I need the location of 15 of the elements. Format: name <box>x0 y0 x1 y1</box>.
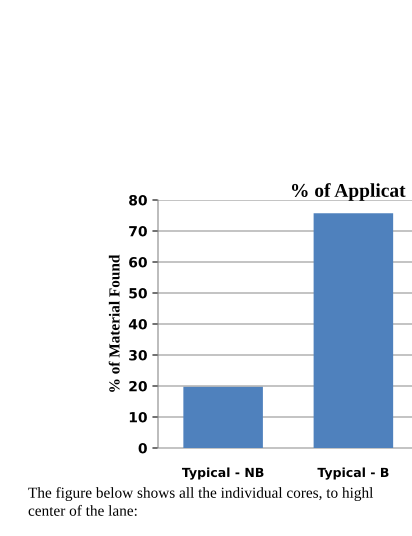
x-tick-label: Typical - NB <box>182 467 264 480</box>
y-tick-label: 20 <box>129 380 147 392</box>
y-tick-label: 60 <box>129 256 147 268</box>
y-tick-label: 0 <box>138 442 147 454</box>
text: The figure below shows all the individual cores, to highl <box>28 486 374 502</box>
y-tick-label: 70 <box>129 226 147 236</box>
y-tick-label: 30 <box>129 350 147 360</box>
y-tick-label: 50 <box>129 288 147 298</box>
y-axis-title: % of Material Found <box>108 254 120 392</box>
y-tick-label: 10 <box>130 412 147 422</box>
chart-title: % of Applicat <box>292 183 406 201</box>
y-tick-label: 40 <box>128 318 147 330</box>
y-tick-label: 80 <box>129 194 147 206</box>
x-tick-label: Typical - B <box>317 467 388 480</box>
text: center of the lane: <box>28 504 137 516</box>
